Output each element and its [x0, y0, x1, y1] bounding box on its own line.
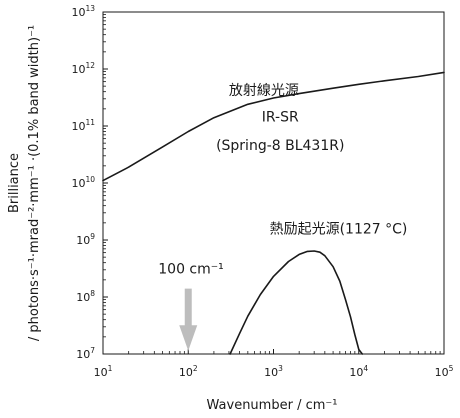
series-group	[102, 71, 445, 355]
axes: 101 102 103 104 105 107 108 109 1010 1011 1012 1013	[71, 4, 453, 379]
y-tick-label: 1012	[71, 61, 95, 76]
annotation-label: 放射線光源	[229, 83, 299, 99]
x-tick-label: 103	[264, 364, 283, 379]
annotation-label: 100 cm⁻¹	[158, 261, 224, 277]
annotation-label: (Spring-8 BL431R)	[216, 138, 344, 154]
y-tick-label: 108	[76, 289, 95, 304]
y-tick-label: 1013	[71, 4, 95, 19]
marker-arrow-head	[179, 325, 198, 351]
y-tick-label: 107	[76, 346, 95, 361]
annotations: 放射線光源 IR-SR (Spring-8 BL431R) 熱励起光源(1127 °C…	[158, 83, 407, 277]
synchrotron-series-line	[102, 71, 445, 182]
y-tick-label: 109	[76, 232, 95, 247]
x-axis-title: Wavenumber / cm⁻¹	[207, 398, 338, 413]
thermal-source-series-line	[229, 250, 364, 355]
y-tick-label: 1010	[71, 175, 95, 190]
plot-frame	[102, 11, 445, 355]
y-tick-label: 1011	[71, 118, 95, 133]
y-axis-title-line2: / photons·s⁻¹·mrad⁻²·mm⁻¹ ·(0.1% band wi…	[27, 25, 42, 341]
annotation-label: IR-SR	[262, 109, 299, 125]
x-tick-label: 105	[435, 364, 454, 379]
x-tick-label: 101	[94, 364, 113, 379]
annotation-label: 熱励起光源(1127 °C)	[270, 222, 408, 238]
x-tick-label: 104	[349, 364, 368, 379]
y-axis-title-line1: Brilliance	[7, 153, 22, 213]
x-tick-label: 102	[179, 364, 198, 379]
